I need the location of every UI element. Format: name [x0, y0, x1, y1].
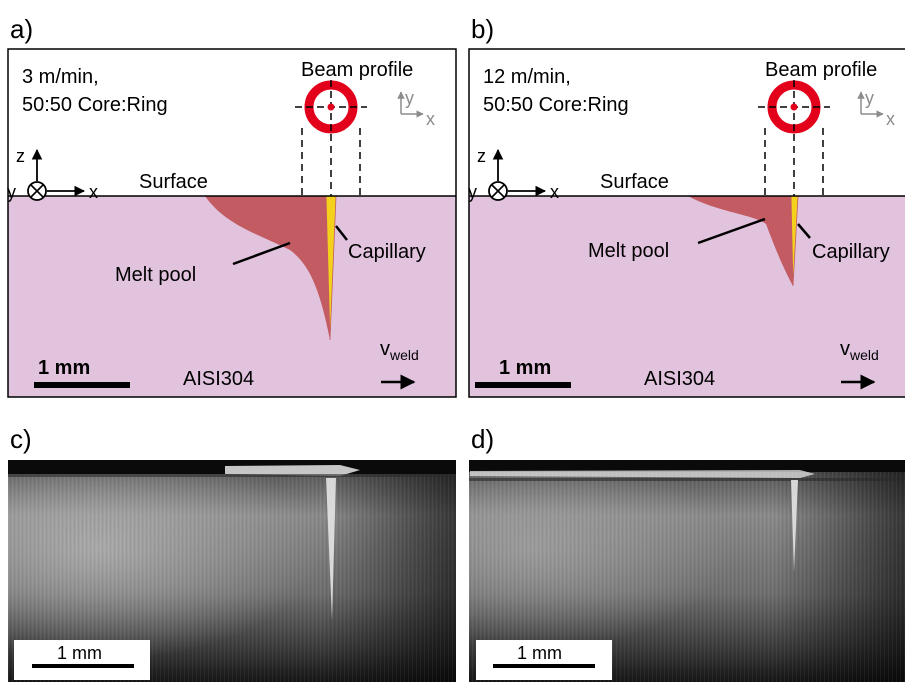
scale-label: 1 mm: [517, 643, 562, 663]
panel-letter: b): [471, 14, 494, 44]
beam-axes-icon: y x: [397, 88, 435, 129]
melt-pool-shape: [205, 196, 336, 340]
scale-bar: [34, 382, 130, 388]
capillary-label: Capillary: [812, 241, 890, 263]
panel-frame: [7, 48, 457, 398]
material-label: AISI304: [644, 368, 715, 390]
melt-pool-label: Melt pool: [115, 264, 196, 286]
melt-pool-label: Melt pool: [588, 240, 669, 262]
melt-pool-pointer: [232, 241, 291, 266]
beam-profile-icon: [295, 80, 367, 134]
beam-profile-icon: [758, 80, 830, 134]
melt-pool-shape: [688, 196, 798, 286]
axis-z-label: z: [477, 146, 486, 166]
mode-label: 50:50 Core:Ring: [22, 94, 168, 116]
capillary-pointer: [335, 225, 348, 241]
panel-letter: d): [471, 424, 494, 454]
beam-profile-label: Beam profile: [765, 59, 877, 81]
panel-a: a) 3 m/min, 50:50 Core:Ring Beam profile…: [7, 14, 457, 398]
beam-axes-icon: y x: [857, 88, 895, 129]
panel-b: b) Beam profile y x Capillary vweld 12 m…: [468, 14, 905, 398]
velocity-label: vweld: [380, 338, 419, 363]
axis-x-label: x: [550, 182, 559, 202]
axis-z-label: z: [16, 146, 25, 166]
axis-x-label: x: [89, 182, 98, 202]
axis-y-label: y: [468, 182, 477, 202]
projection-lines: [301, 128, 361, 196]
velocity-label: vweld: [840, 338, 879, 363]
surface-label: Surface: [600, 171, 669, 193]
axis-y-label: y: [7, 182, 16, 202]
panel-letter: a): [10, 14, 33, 44]
mode-label: 50:50 Core:Ring: [483, 94, 629, 116]
material-region: [8, 196, 456, 397]
beam-axis-y: y: [865, 88, 874, 108]
panel-frame: [468, 48, 905, 398]
scale-label: 1 mm: [38, 357, 90, 379]
coordinate-axes-icon: z y x: [7, 146, 98, 202]
beam-axis-y: y: [405, 88, 414, 108]
material-region: [469, 196, 905, 397]
beam-axis-x: x: [886, 109, 895, 129]
scale-box: [476, 640, 612, 680]
projection-lines: [764, 128, 824, 196]
scale-label: 1 mm: [57, 643, 102, 663]
speed-label: 12 m/min,: [483, 66, 571, 88]
beam-axis-x: x: [426, 109, 435, 129]
coordinate-axes-icon: z y x: [468, 146, 559, 202]
scale-bar: [493, 664, 595, 668]
material-label: AISI304: [183, 368, 254, 390]
scale-bar: [475, 382, 571, 388]
beam-profile-label: Beam profile: [301, 59, 413, 81]
panel-d: d) 1 mm: [469, 424, 905, 682]
capillary-trace: [791, 480, 798, 572]
scale-bar: [32, 664, 134, 668]
melt-pool-pointer: [697, 217, 766, 245]
scale-label: 1 mm: [499, 357, 551, 379]
capillary-trace: [326, 478, 336, 620]
scale-box: [14, 640, 150, 680]
surface-label: Surface: [139, 171, 208, 193]
panel-c: c) 1 mm: [8, 424, 456, 682]
capillary-pointer: [797, 223, 811, 239]
panel-letter: c): [10, 424, 32, 454]
speed-label: 3 m/min,: [22, 66, 99, 88]
capillary-label: Capillary: [348, 241, 426, 263]
